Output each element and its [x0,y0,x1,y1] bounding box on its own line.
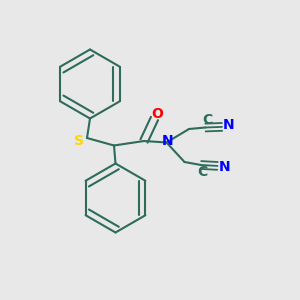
Text: N: N [162,134,174,148]
Text: C: C [202,113,212,127]
Text: S: S [74,134,85,148]
Text: O: O [152,107,164,121]
Text: N: N [218,160,230,174]
Text: C: C [197,166,208,179]
Text: N: N [223,118,234,132]
